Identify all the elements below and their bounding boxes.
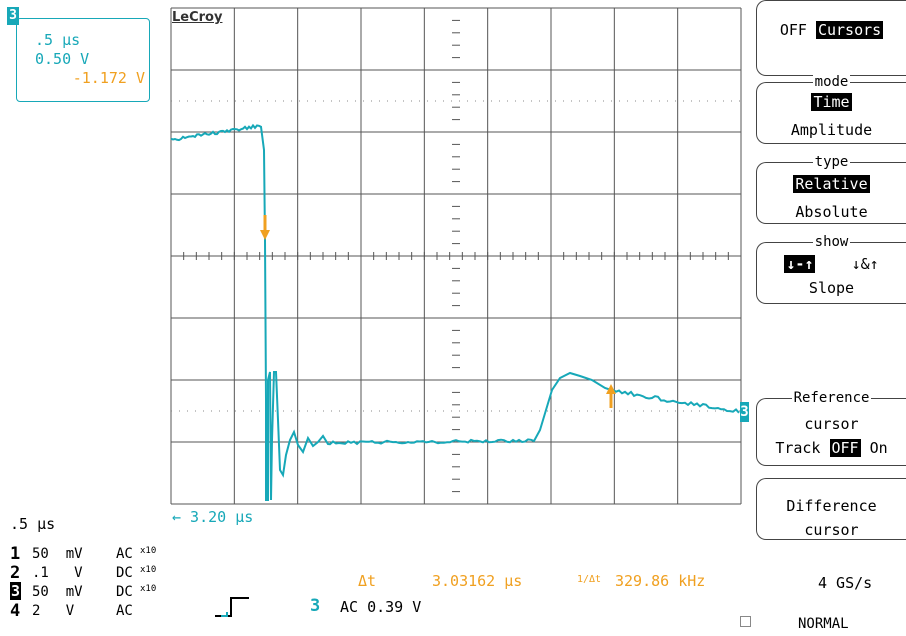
delta-t-value: 3.03162 μs [432, 572, 522, 590]
show-option-slope[interactable]: Slope [809, 279, 854, 297]
mode-indicator-box [740, 616, 751, 627]
menu-mode[interactable]: mode Time Amplitude [756, 82, 906, 144]
type-option-absolute[interactable]: Absolute [795, 203, 867, 221]
cursor-position-label: ← 3.20 μs [172, 508, 253, 526]
inverse-delta-t-value: 329.86 kHz [615, 572, 705, 590]
reference-cursor-label: cursor [804, 415, 858, 433]
cursors-off-label: OFF [780, 21, 807, 39]
inverse-delta-t-label: 1/Δt [577, 574, 601, 585]
trace-marker: 3 [740, 402, 749, 422]
track-on-option[interactable]: On [870, 439, 888, 457]
acquisition-mode: NORMAL [798, 616, 849, 632]
track-label: Track [775, 439, 820, 457]
channel-badge: 3 [7, 7, 19, 25]
delta-t-label: Δt [358, 572, 376, 590]
sample-rate: 4 GS/s [818, 574, 872, 592]
trigger-level: AC 0.39 V [340, 598, 421, 616]
mode-option-time[interactable]: Time [811, 93, 851, 111]
menu-type[interactable]: type Relative Absolute [756, 162, 906, 224]
menu-show[interactable]: show ↓-↑ ↓&↑ Slope [756, 242, 906, 304]
difference-label: Difference [786, 497, 876, 515]
channel-number: 2 [10, 563, 20, 583]
timebase-bottom: .5 μs [10, 515, 55, 533]
menu-cursors[interactable]: OFF Cursors [756, 0, 906, 76]
channel-scale: .1 V [32, 565, 83, 581]
reference-title: Reference [792, 390, 872, 406]
channel-coupling: DC [116, 565, 133, 581]
cursor-1[interactable] [260, 215, 270, 240]
channel-probe: x10 [140, 566, 156, 574]
show-title: show [813, 234, 851, 250]
channel-number: 1 [10, 544, 20, 564]
channel-coupling: AC [116, 603, 133, 619]
type-option-relative[interactable]: Relative [793, 175, 869, 193]
channel-probe: x10 [140, 547, 156, 555]
channel-coupling: DC [116, 584, 133, 600]
channel-coupling: AC [116, 546, 133, 562]
mode-title: mode [813, 74, 851, 90]
menu-reference-cursor[interactable]: Reference cursor Track OFF On [756, 398, 906, 466]
show-option-difference[interactable]: ↓-↑ [784, 255, 815, 273]
trigger-edge-icon [215, 594, 251, 618]
channel-scale: 2 V [32, 603, 74, 619]
show-option-both[interactable]: ↓&↑ [852, 255, 879, 273]
mode-option-amplitude[interactable]: Amplitude [791, 121, 872, 139]
channel-number: 4 [10, 601, 20, 621]
menu-difference-cursor[interactable]: Difference cursor [756, 478, 906, 540]
difference-cursor-label: cursor [804, 521, 858, 539]
track-off-option[interactable]: OFF [830, 439, 861, 457]
trigger-channel: 3 [310, 596, 320, 616]
channel-info-box: 3 .5 μs 0.50 V -1.172 V [16, 18, 150, 102]
channel-scale: 50 mV [32, 546, 83, 562]
offset-readout: -1.172 V [73, 69, 145, 88]
brand-logo: LeCroy [172, 10, 222, 25]
timebase-readout: .5 μs [35, 31, 80, 50]
channel-number: 3 [10, 582, 21, 600]
graticule [171, 8, 741, 504]
channel-scale: 50 mV [32, 584, 83, 600]
volts-div-readout: 0.50 V [35, 50, 89, 69]
cursors-label: Cursors [816, 21, 883, 39]
channel-probe: x10 [140, 585, 156, 593]
type-title: type [813, 154, 851, 170]
